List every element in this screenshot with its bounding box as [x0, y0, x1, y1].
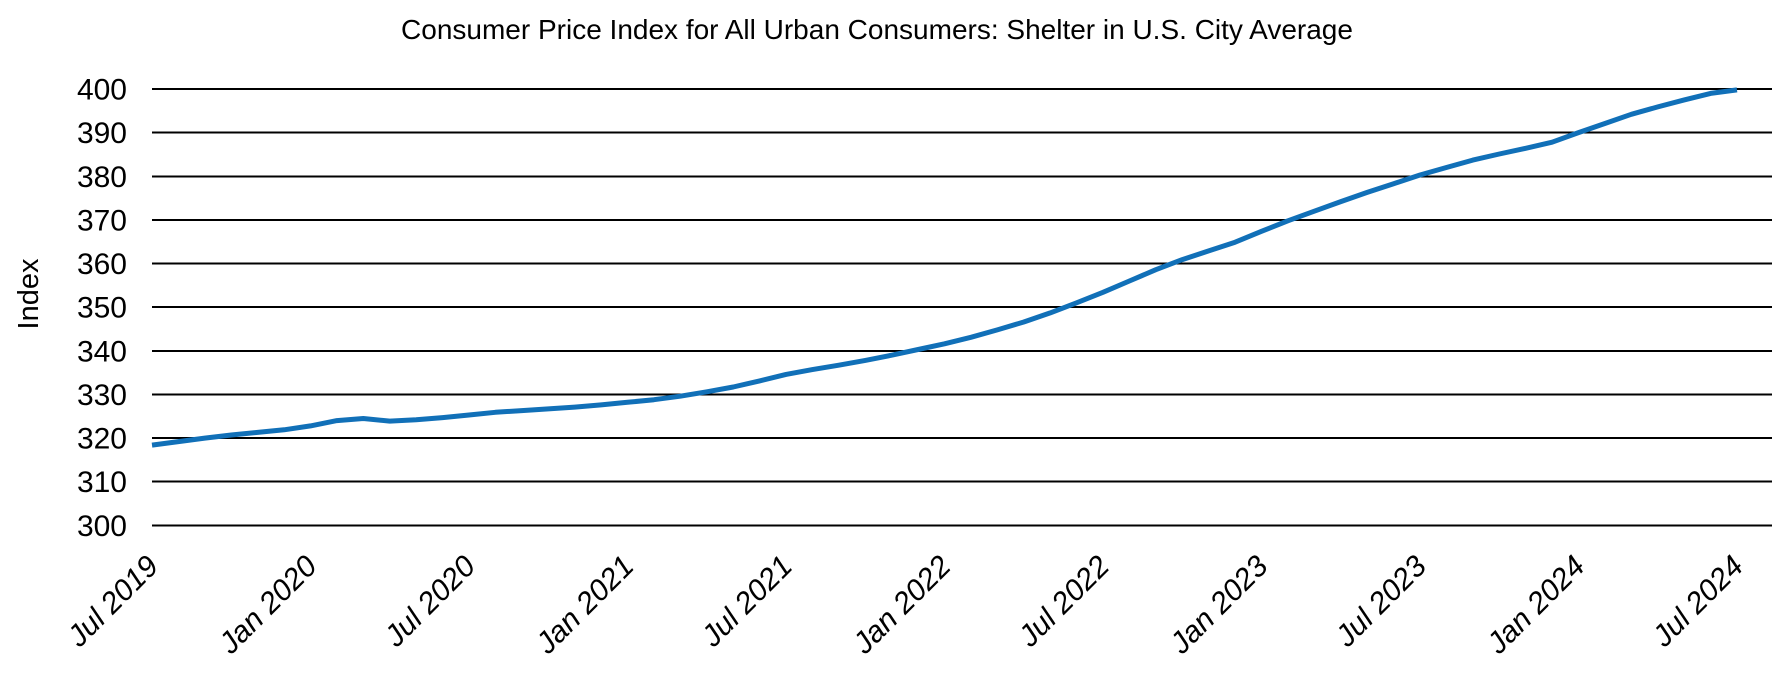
y-tick-label: 350 [77, 292, 127, 325]
y-axis-label: Index [13, 258, 45, 329]
y-tick-label: 370 [77, 204, 127, 237]
y-tick-labels: 400 390 380 370 360 350 340 330 320 310 300 [77, 74, 127, 543]
y-tick-label: 310 [77, 466, 127, 499]
x-tick-label: Jan 2023 [1163, 549, 1275, 661]
x-tick-label: Jan 2022 [846, 549, 958, 661]
series-lines [151, 87, 1738, 448]
y-tick-label: 320 [77, 423, 127, 456]
y-tick-label: 390 [77, 117, 127, 150]
y-tick-label: 380 [77, 161, 127, 194]
x-tick-label: Jan 2020 [212, 549, 324, 661]
chart-title: Consumer Price Index for All Urban Consu… [401, 14, 1353, 45]
x-tick-label: Jan 2021 [529, 550, 640, 661]
x-tick-label: Jul 2020 [378, 549, 482, 653]
y-tick-label: 340 [77, 335, 127, 368]
x-tick-labels: Jul 2019 Jan 2020 Jul 2020 Jan 2021 Jul 2021… [61, 549, 1750, 661]
y-tick-label: 360 [77, 248, 127, 281]
x-tick-label: Jul 2022 [1012, 549, 1116, 653]
y-tick-label: 300 [77, 510, 127, 543]
x-tick-label: Jul 2019 [61, 549, 165, 653]
x-tick-label: Jul 2023 [1329, 549, 1433, 653]
series-line [151, 87, 1738, 448]
y-tick-label: 330 [77, 379, 127, 412]
x-tick-label: Jan 2024 [1480, 550, 1591, 661]
x-tick-label: Jul 2024 [1646, 550, 1750, 654]
y-tick-label: 400 [77, 74, 127, 107]
gridlines [152, 88, 1772, 527]
x-tick-label: Jul 2021 [695, 550, 799, 654]
